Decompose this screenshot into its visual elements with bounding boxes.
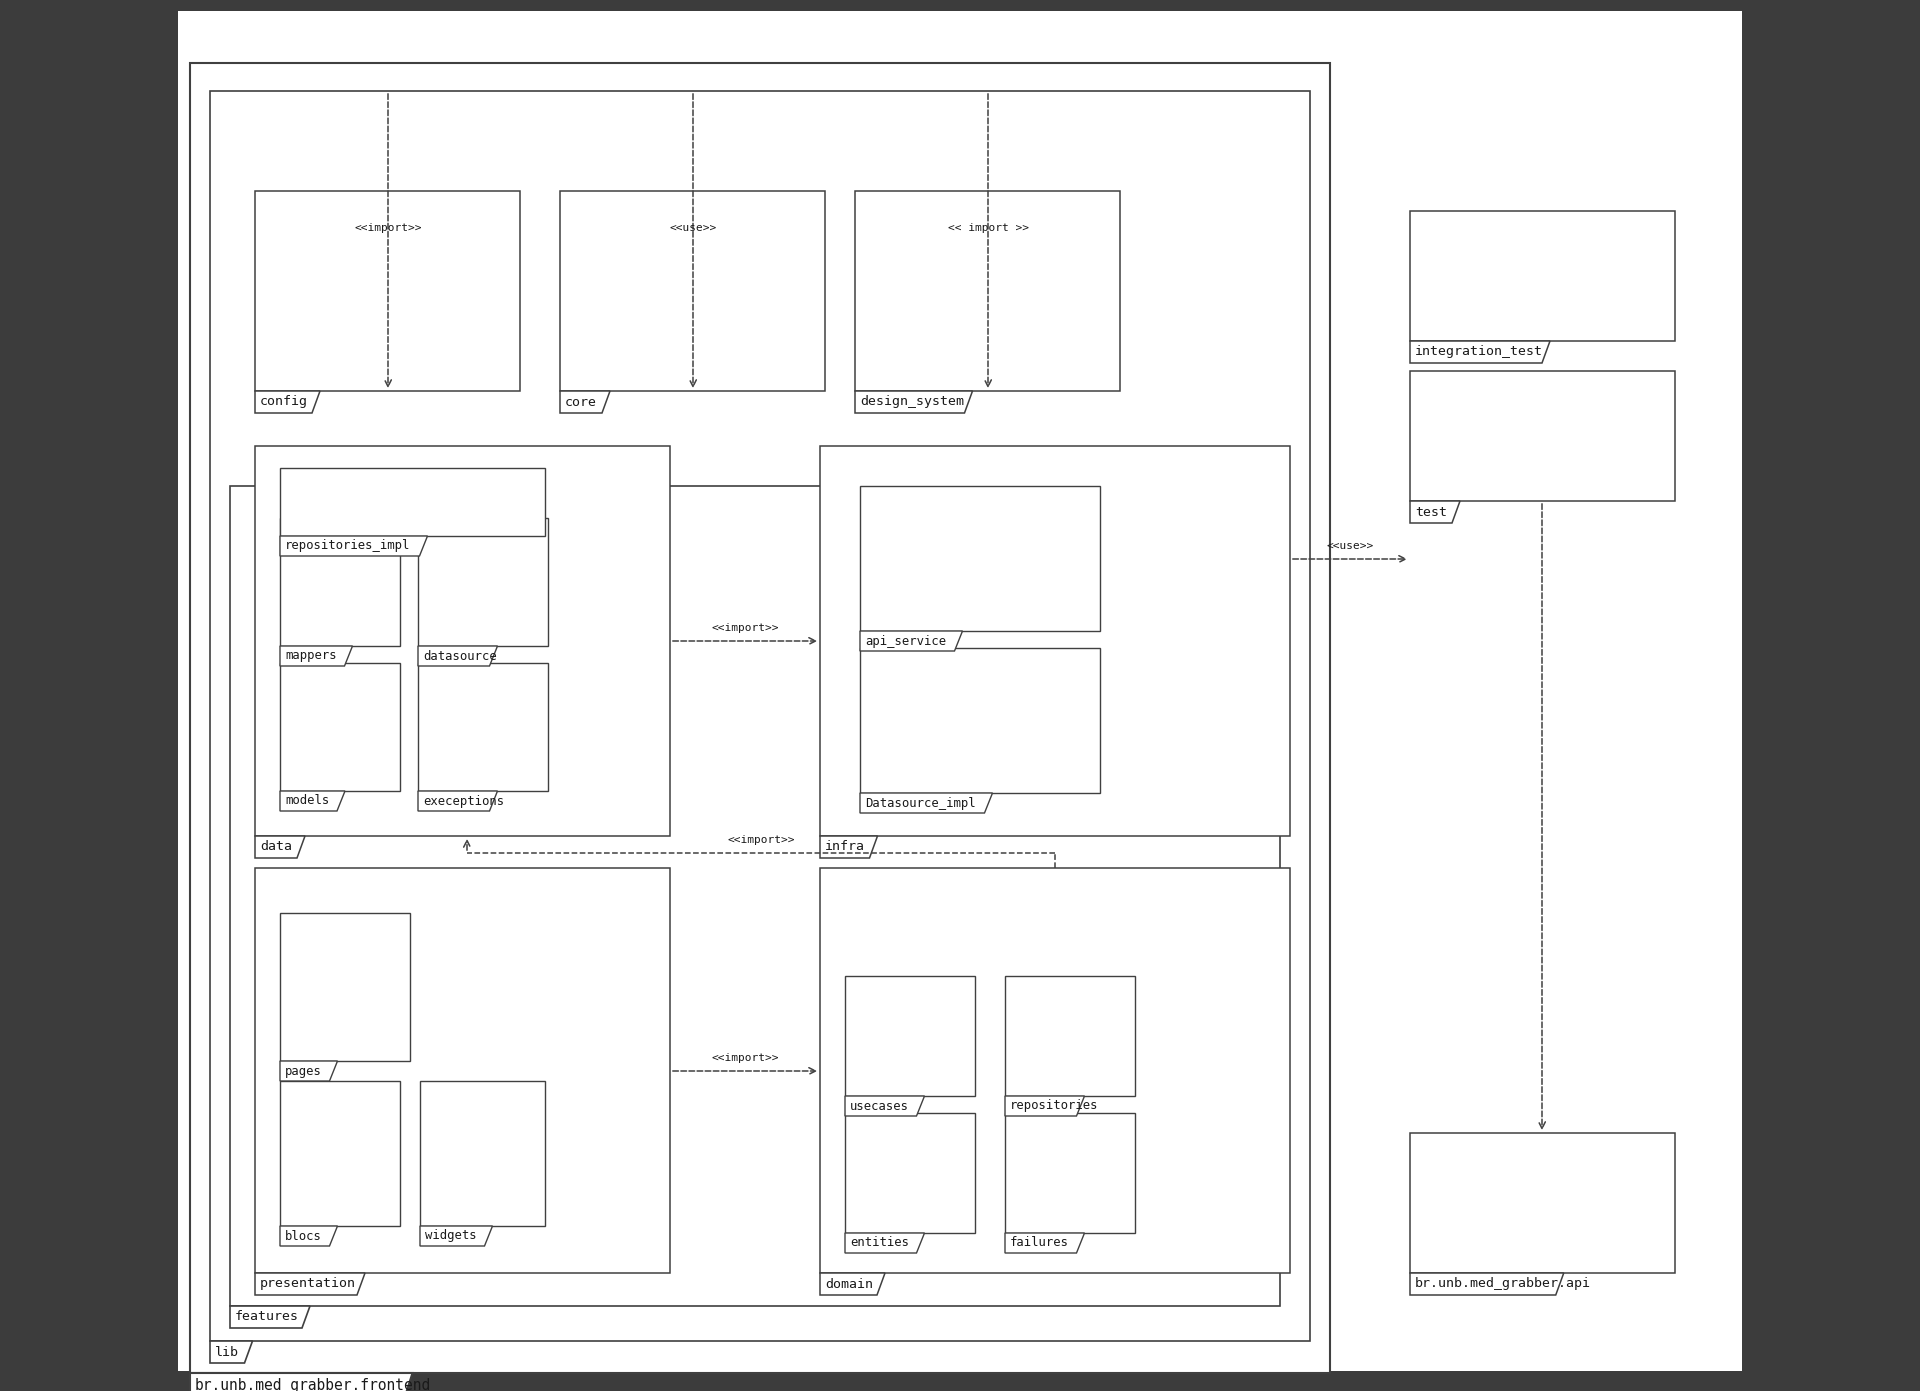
Text: presentation: presentation [259,1277,355,1291]
Bar [190,63,1331,1373]
Bar [854,191,1119,391]
Bar [1004,1113,1135,1232]
Bar [419,664,547,791]
Polygon shape [860,793,993,812]
Text: entities: entities [851,1237,908,1249]
Polygon shape [1004,1096,1085,1116]
Bar [420,1081,545,1225]
Bar [1409,1134,1674,1273]
Text: test: test [1415,505,1448,519]
Bar [820,868,1290,1273]
Bar [1004,976,1135,1096]
Text: mappers: mappers [284,650,336,662]
Text: br.unb.med_grabber.api: br.unb.med_grabber.api [1415,1277,1592,1291]
Polygon shape [419,645,497,666]
Polygon shape [845,1096,925,1116]
Bar [209,90,1309,1341]
Polygon shape [209,1341,253,1363]
Text: <<import>>: <<import>> [710,623,780,633]
Bar [845,976,975,1096]
Bar [820,447,1290,836]
Text: <<use>>: <<use>> [1327,541,1373,551]
Polygon shape [1409,1273,1563,1295]
Polygon shape [1409,501,1459,523]
Text: <<import>>: <<import>> [710,1053,780,1063]
Polygon shape [419,791,497,811]
Bar [280,467,545,536]
Text: widgets: widgets [424,1230,476,1242]
Polygon shape [820,836,877,858]
Text: data: data [259,840,292,854]
Polygon shape [845,1232,925,1253]
Polygon shape [280,1225,338,1246]
Bar [230,485,1281,1306]
Polygon shape [860,632,962,651]
Bar [419,517,547,645]
Bar [1409,211,1674,341]
Polygon shape [280,791,346,811]
Text: models: models [284,794,328,808]
Text: failures: failures [1010,1237,1069,1249]
Text: usecases: usecases [851,1099,908,1113]
Text: blocs: blocs [284,1230,323,1242]
Polygon shape [820,1273,885,1295]
Text: <<use>>: <<use>> [670,223,716,234]
Polygon shape [280,645,353,666]
Text: <<import>>: <<import>> [728,835,795,844]
Polygon shape [1409,341,1549,363]
Text: api_service: api_service [866,634,947,647]
Text: integration_test: integration_test [1415,345,1544,359]
Polygon shape [854,391,973,413]
Polygon shape [230,1306,309,1328]
Text: domain: domain [826,1277,874,1291]
Bar [280,1081,399,1225]
Polygon shape [561,391,611,413]
Text: <<import>>: <<import>> [355,223,422,234]
Bar [561,191,826,391]
Text: infra: infra [826,840,866,854]
Bar [280,517,399,645]
Polygon shape [420,1225,493,1246]
Text: Datasource_impl: Datasource_impl [866,797,975,810]
Polygon shape [190,1373,413,1391]
Polygon shape [1004,1232,1085,1253]
Text: design_system: design_system [860,395,964,409]
Text: core: core [564,395,597,409]
Bar [280,664,399,791]
Text: repositories: repositories [1010,1099,1098,1113]
Bar [845,1113,975,1232]
Text: features: features [234,1310,300,1323]
Bar [280,912,411,1061]
Polygon shape [255,391,321,413]
Text: lib: lib [215,1345,238,1359]
Bar [255,447,670,836]
Bar [255,191,520,391]
Polygon shape [280,1061,338,1081]
Polygon shape [255,1273,365,1295]
Text: repositories_impl: repositories_impl [284,540,411,552]
Text: execeptions: execeptions [422,794,505,808]
Bar [860,648,1100,793]
Text: << import >>: << import >> [947,223,1029,234]
Polygon shape [255,836,305,858]
Polygon shape [280,536,428,556]
Bar [255,868,670,1273]
Text: datasource: datasource [422,650,497,662]
Text: config: config [259,395,307,409]
Bar [860,485,1100,632]
Bar [1409,371,1674,501]
Text: pages: pages [284,1064,323,1078]
Text: br.unb.med_grabber.frontend: br.unb.med_grabber.frontend [196,1377,432,1391]
